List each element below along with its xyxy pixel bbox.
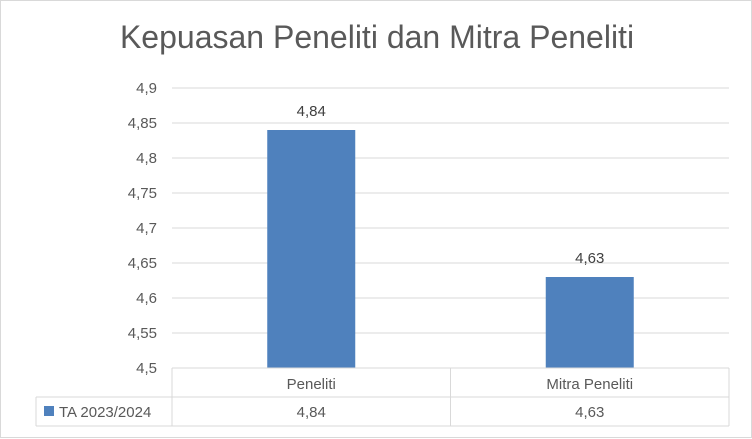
y-tick-label: 4,75 (128, 185, 157, 202)
y-tick-label: 4,9 (136, 80, 157, 97)
y-tick-label: 4,55 (128, 325, 157, 342)
category-label: Peneliti (287, 376, 336, 393)
y-tick-label: 4,85 (128, 115, 157, 132)
y-tick-label: 4,7 (136, 220, 157, 237)
category-label: Mitra Peneliti (546, 376, 633, 393)
y-tick-label: 4,8 (136, 150, 157, 167)
table-value: 4,63 (575, 404, 604, 421)
y-tick-label: 4,6 (136, 290, 157, 307)
data-label: 4,84 (297, 103, 326, 120)
bar (267, 130, 356, 368)
legend-label: TA 2023/2024 (59, 404, 151, 421)
legend-swatch (44, 406, 54, 416)
data-label: 4,63 (575, 250, 604, 267)
y-tick-label: 4,65 (128, 255, 157, 272)
chart-title: Kepuasan Peneliti dan Mitra Peneliti (119, 19, 635, 55)
bar (545, 277, 634, 368)
y-tick-label: 4,5 (136, 360, 157, 377)
table-value: 4,84 (297, 404, 326, 421)
